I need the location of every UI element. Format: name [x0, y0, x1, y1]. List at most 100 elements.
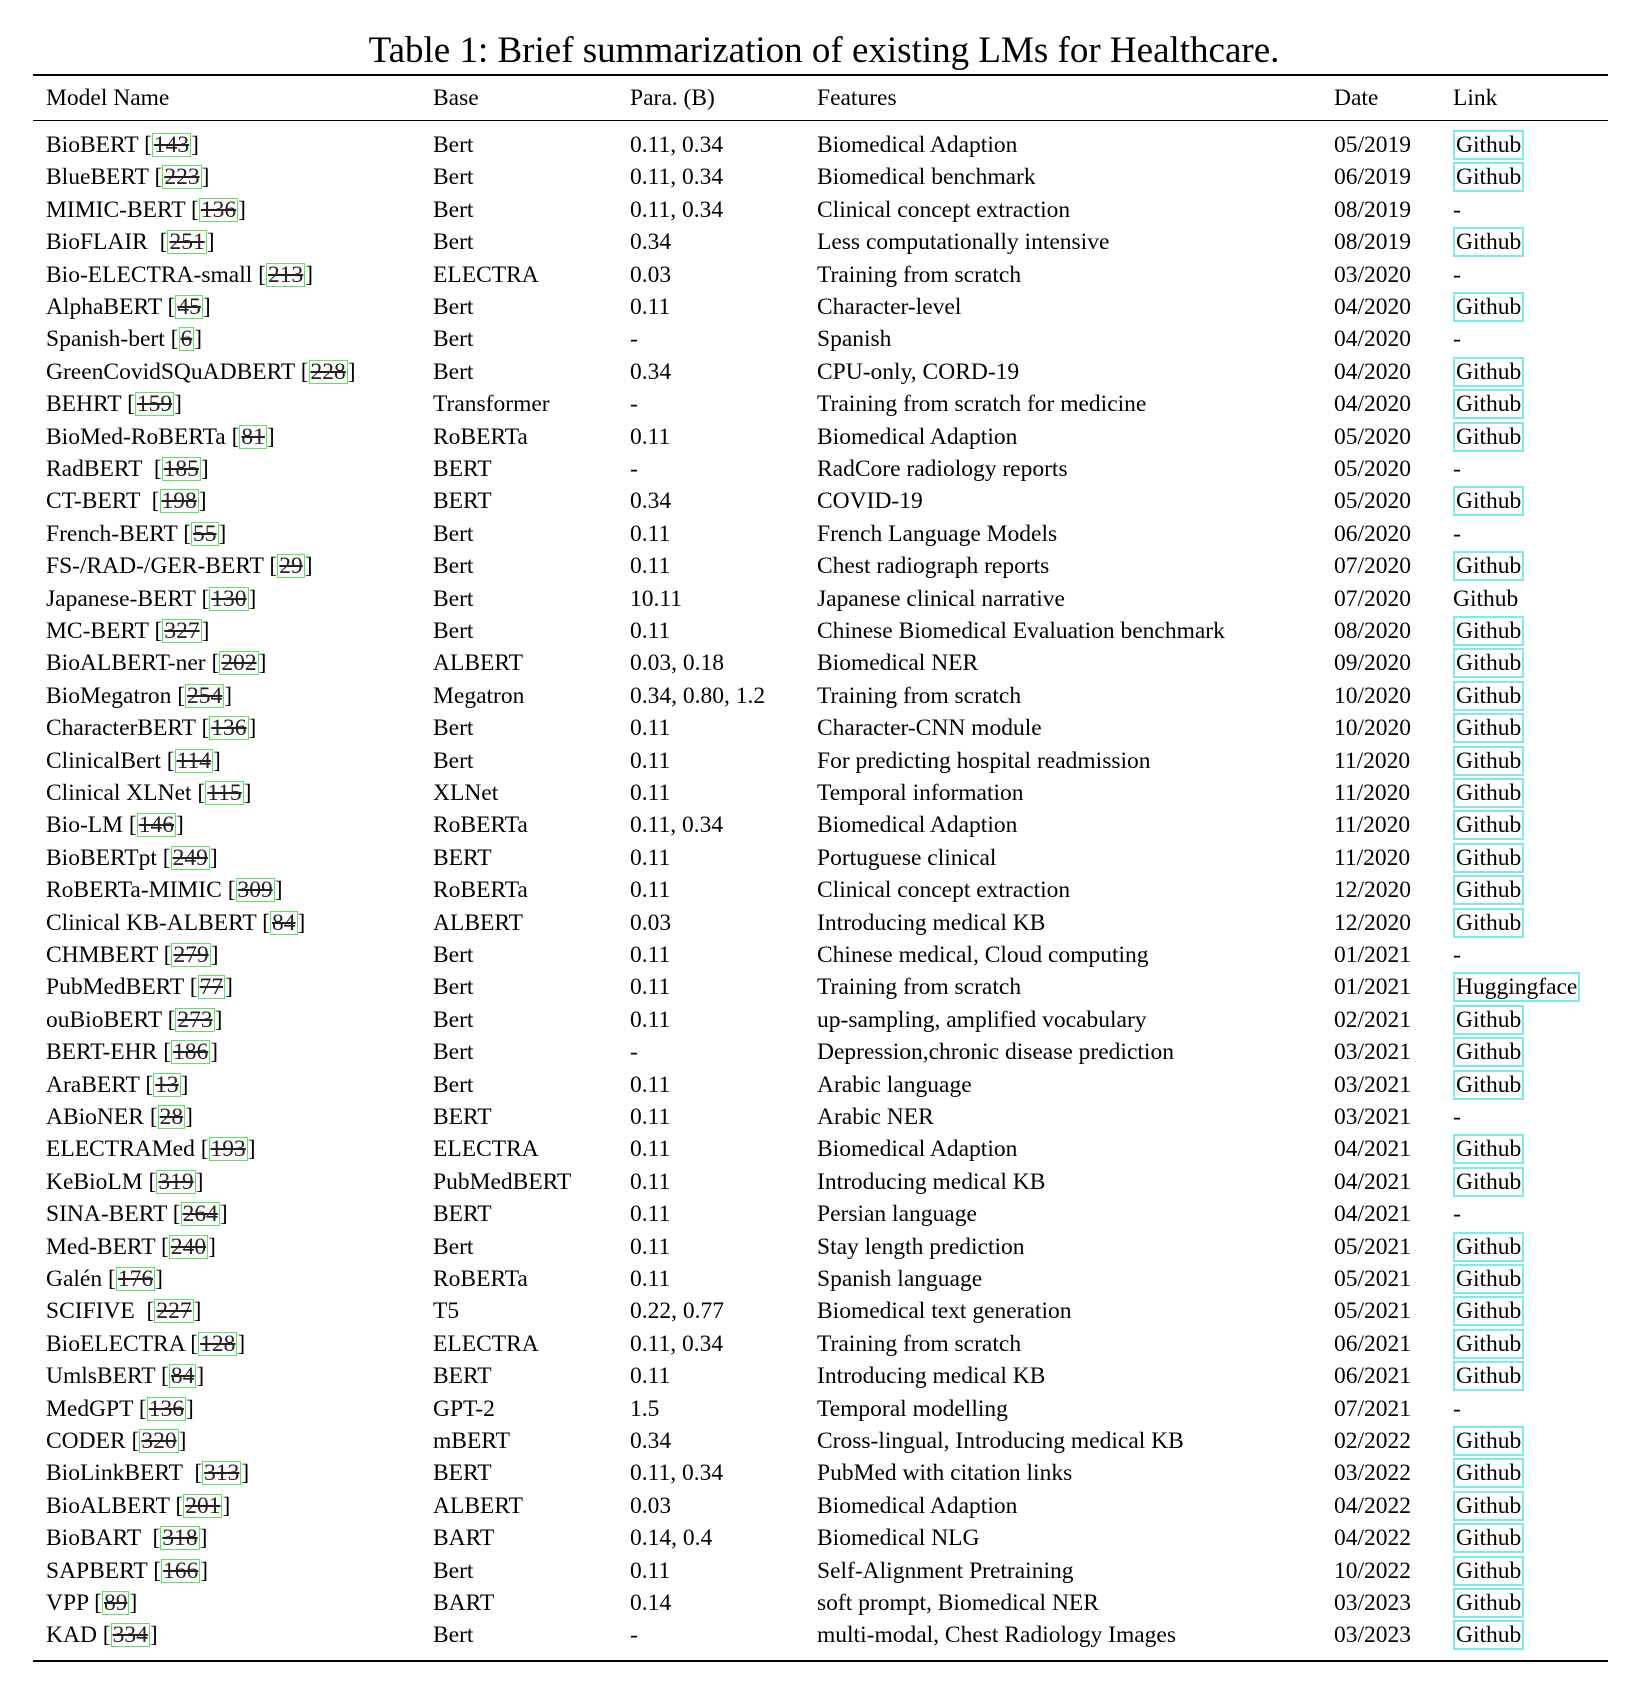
github-link[interactable]: Github [1453, 162, 1525, 193]
citation-link[interactable]: 114 [174, 747, 213, 774]
huggingface-link[interactable]: Huggingface [1453, 972, 1581, 1003]
github-link[interactable]: Github [1453, 810, 1525, 841]
github-link[interactable]: Github [1453, 1296, 1525, 1327]
github-link[interactable]: Github [1453, 1004, 1525, 1035]
github-link[interactable]: Github [1453, 227, 1525, 258]
features-cell: Less computationally intensive [817, 229, 1110, 256]
github-link[interactable]: Github [1453, 1328, 1525, 1359]
link-text: Github [1453, 585, 1519, 612]
github-link[interactable]: Github [1453, 1264, 1525, 1294]
citation-link[interactable]: 240 [168, 1233, 209, 1260]
github-link[interactable]: Github [1453, 875, 1525, 906]
github-link[interactable]: Github [1453, 648, 1525, 679]
citation-link[interactable]: 227 [154, 1298, 194, 1325]
citation-link[interactable]: 115 [205, 780, 244, 806]
github-link[interactable]: Github [1453, 713, 1525, 744]
citation-link[interactable]: 213 [265, 261, 306, 288]
model-name: SCIFIVE [46, 1298, 141, 1325]
citation-link[interactable]: 89 [101, 1590, 130, 1616]
citation-link[interactable]: 130 [209, 585, 249, 612]
citation-link[interactable]: 186 [171, 1039, 211, 1066]
table-row: BioBERT [143] Bert 0.11, 0.34 Biomedical Ad… [0, 129, 1648, 161]
citation-link[interactable]: 81 [239, 423, 267, 450]
github-link[interactable]: Github [1453, 1523, 1525, 1554]
citation-link[interactable]: 128 [198, 1330, 238, 1357]
citation-link[interactable]: 13 [153, 1071, 181, 1098]
github-link[interactable]: Github [1453, 130, 1525, 160]
github-link[interactable]: Github [1453, 778, 1525, 808]
citation-link[interactable]: 77 [197, 974, 226, 1001]
citation-link[interactable]: 249 [170, 844, 210, 871]
citation-link[interactable]: 334 [110, 1622, 150, 1649]
github-link[interactable]: Github [1453, 1037, 1525, 1068]
citation-link[interactable]: 159 [134, 391, 175, 418]
github-link[interactable]: Github [1453, 1231, 1525, 1262]
citation-link[interactable]: 319 [156, 1168, 196, 1195]
citation-link[interactable]: 29 [277, 553, 305, 580]
citation-link[interactable]: 185 [161, 456, 201, 482]
citation-link[interactable]: 6 [178, 326, 195, 353]
citation-link[interactable]: 318 [160, 1525, 200, 1552]
citation-link[interactable]: 327 [162, 618, 202, 644]
citation-link[interactable]: 279 [171, 942, 211, 968]
citation-link[interactable]: 55 [191, 520, 219, 547]
github-link[interactable]: Github [1453, 1555, 1525, 1586]
base-cell: ELECTRA [433, 1136, 539, 1163]
github-link[interactable]: Github [1453, 1166, 1525, 1197]
citation-link[interactable]: 166 [161, 1557, 201, 1584]
github-link[interactable]: Github [1453, 292, 1525, 322]
github-link[interactable]: Github [1453, 680, 1525, 711]
github-link[interactable]: Github [1453, 486, 1525, 517]
citation-link[interactable]: 176 [115, 1266, 156, 1292]
base-cell: BERT [433, 456, 492, 482]
github-link[interactable]: Github [1453, 389, 1525, 420]
citation-link[interactable]: 313 [202, 1460, 242, 1487]
github-link[interactable]: Github [1453, 551, 1525, 582]
citation-link[interactable]: 136 [198, 196, 239, 223]
base-cell: Bert [433, 164, 474, 191]
params-cell: 0.11 [630, 294, 671, 320]
model-name: BlueBERT [46, 164, 149, 191]
github-link[interactable]: Github [1453, 1588, 1525, 1618]
github-link[interactable]: Github [1453, 1620, 1525, 1651]
github-link[interactable]: Github [1453, 1426, 1525, 1456]
features-cell: French Language Models [817, 520, 1058, 547]
citation-link[interactable]: 146 [136, 812, 176, 839]
link-cell: Github [1453, 226, 1525, 258]
github-link[interactable]: Github [1453, 1458, 1525, 1489]
features-cell: Training from scratch [817, 261, 1022, 288]
github-link[interactable]: Github [1453, 842, 1525, 873]
citation-link[interactable]: 143 [151, 132, 192, 158]
github-link[interactable]: Github [1453, 1361, 1525, 1392]
github-link[interactable]: Github [1453, 1069, 1525, 1100]
citation-link[interactable]: 136 [209, 715, 249, 742]
citation-link[interactable]: 223 [162, 164, 202, 191]
citation-link[interactable]: 193 [208, 1136, 248, 1163]
citation-link[interactable]: 264 [180, 1201, 220, 1228]
citation-link[interactable]: 198 [159, 488, 199, 515]
citation-link[interactable]: 251 [167, 229, 207, 256]
github-link[interactable]: Github [1453, 421, 1525, 452]
citation-link[interactable]: 201 [183, 1492, 223, 1519]
github-link[interactable]: Github [1453, 356, 1525, 387]
features-cell: Biomedical Adaption [817, 812, 1018, 839]
citation-link[interactable]: 254 [185, 682, 225, 709]
github-link[interactable]: Github [1453, 1134, 1525, 1165]
citation-link[interactable]: 84 [270, 909, 298, 936]
citation-link[interactable]: 45 [175, 294, 203, 320]
github-link[interactable]: Github [1453, 907, 1525, 938]
github-link[interactable]: Github [1453, 1490, 1525, 1521]
citation-link[interactable]: 228 [308, 358, 348, 385]
citation-link[interactable]: 28 [157, 1104, 186, 1130]
github-link[interactable]: Github [1453, 745, 1525, 776]
model-name-cell: French-BERT [55] [46, 520, 227, 547]
model-name-cell: Bio-LM [146] [46, 812, 184, 839]
citation-link[interactable]: 136 [146, 1395, 186, 1422]
citation-link[interactable]: 84 [168, 1363, 197, 1390]
features-cell: Biomedical Adaption [817, 1492, 1018, 1519]
github-link[interactable]: Github [1453, 616, 1525, 646]
citation-link[interactable]: 202 [219, 650, 259, 677]
citation-link[interactable]: 309 [235, 877, 275, 904]
citation-link[interactable]: 273 [175, 1006, 215, 1033]
citation-link[interactable]: 320 [139, 1428, 179, 1454]
